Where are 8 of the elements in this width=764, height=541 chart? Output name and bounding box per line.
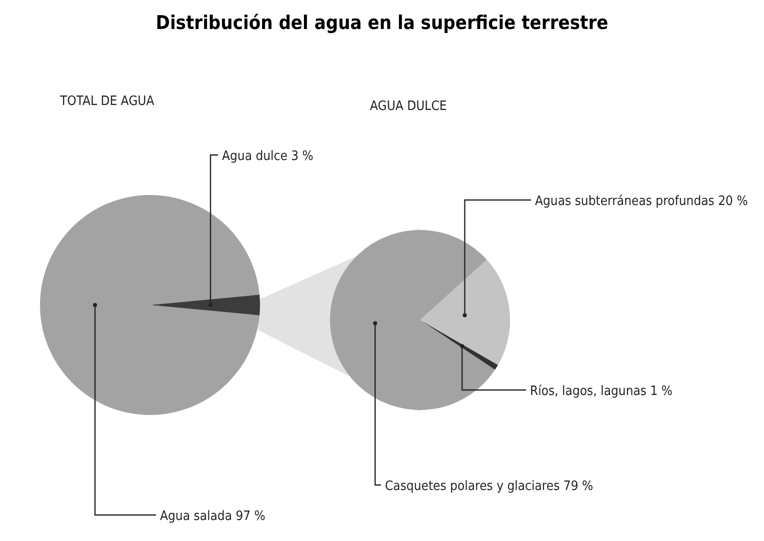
slice-label: Aguas subterráneas profundas 20 % [535, 194, 748, 209]
slice-label: Agua dulce 3 % [222, 149, 314, 164]
chart-title: AGUA DULCE [370, 99, 447, 114]
slice-label: Agua salada 97 % [160, 509, 266, 524]
slice-label: Casquetes polares y glaciares 79 % [385, 479, 594, 494]
chart-subtitle: TOTAL DE AGUA [59, 94, 154, 109]
text: Distribución del agua en la superficie terrestre [154, 12, 610, 34]
slice-label: Ríos, lagos, lagunas 1 % [530, 384, 672, 399]
